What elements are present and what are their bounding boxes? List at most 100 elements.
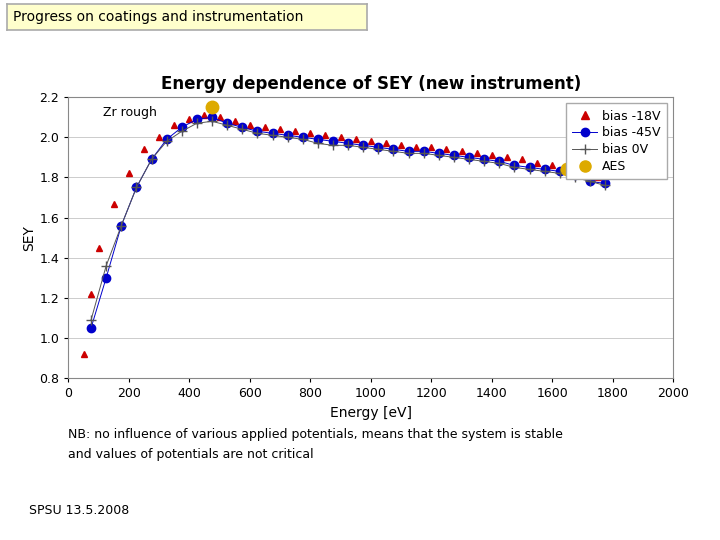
bias 0V <box>87 316 96 323</box>
bias 0V <box>117 222 126 229</box>
bias -45V <box>238 124 246 131</box>
bias -18V <box>457 148 466 154</box>
bias -45V <box>268 130 276 137</box>
bias -45V <box>117 222 126 229</box>
bias -45V <box>148 156 156 163</box>
bias 0V <box>600 182 609 188</box>
Text: and values of potentials are not critical: and values of potentials are not critica… <box>68 448 314 461</box>
bias -45V <box>405 148 413 154</box>
bias 0V <box>284 134 292 140</box>
bias -45V <box>449 152 459 159</box>
bias 0V <box>526 166 534 173</box>
bias 0V <box>298 136 307 143</box>
bias -45V <box>495 158 504 165</box>
bias 0V <box>132 184 141 191</box>
bias -45V <box>586 178 595 185</box>
bias 0V <box>328 142 337 149</box>
bias -18V <box>548 162 557 168</box>
bias -45V <box>526 164 534 171</box>
bias 0V <box>541 168 549 174</box>
bias -18V <box>215 114 224 120</box>
bias -18V <box>412 144 420 151</box>
bias -18V <box>578 168 587 174</box>
bias 0V <box>435 152 444 159</box>
bias -18V <box>246 122 254 129</box>
bias -45V <box>298 134 307 140</box>
bias -18V <box>306 130 315 137</box>
bias -45V <box>480 156 489 163</box>
bias -18V <box>155 134 163 140</box>
bias 0V <box>556 170 564 177</box>
Text: Energy dependence of SEY (new instrument): Energy dependence of SEY (new instrument… <box>161 75 581 93</box>
bias 0V <box>238 126 246 132</box>
bias -18V <box>563 164 572 171</box>
bias -18V <box>125 170 133 177</box>
Line: bias -18V: bias -18V <box>80 112 601 357</box>
bias -45V <box>390 146 398 153</box>
bias -18V <box>185 116 194 123</box>
bias 0V <box>510 164 519 171</box>
bias -18V <box>336 134 345 140</box>
Text: Progress on coatings and instrumentation: Progress on coatings and instrumentation <box>13 10 303 24</box>
bias -45V <box>510 162 519 168</box>
bias -18V <box>140 146 148 153</box>
bias -45V <box>87 325 96 331</box>
bias 0V <box>570 174 579 181</box>
bias 0V <box>419 150 428 157</box>
bias -45V <box>556 168 564 174</box>
bias -18V <box>487 152 496 159</box>
bias -45V <box>570 172 579 179</box>
bias -45V <box>253 128 262 134</box>
Legend: bias -18V, bias -45V, bias 0V, AES: bias -18V, bias -45V, bias 0V, AES <box>566 104 667 179</box>
bias -18V <box>503 154 511 160</box>
bias -18V <box>261 124 269 131</box>
bias 0V <box>102 262 111 269</box>
bias 0V <box>405 150 413 157</box>
bias -18V <box>397 142 405 149</box>
bias 0V <box>193 120 202 126</box>
bias -45V <box>223 120 232 126</box>
bias 0V <box>586 178 595 185</box>
bias -18V <box>291 128 300 134</box>
bias -45V <box>177 124 186 131</box>
bias -45V <box>163 136 171 143</box>
bias -18V <box>351 136 360 143</box>
bias 0V <box>449 154 459 160</box>
bias -18V <box>472 150 481 157</box>
bias -45V <box>328 138 337 145</box>
bias -45V <box>435 150 444 157</box>
bias -18V <box>427 144 436 151</box>
bias 0V <box>344 142 353 149</box>
Text: SPSU 13.5.2008: SPSU 13.5.2008 <box>29 504 129 517</box>
bias 0V <box>465 156 474 163</box>
Text: Zr rough: Zr rough <box>103 106 157 119</box>
Line: AES: AES <box>206 101 574 176</box>
bias 0V <box>208 118 217 125</box>
bias -18V <box>442 146 451 153</box>
bias -45V <box>344 140 353 146</box>
bias -45V <box>419 148 428 154</box>
bias -45V <box>465 154 474 160</box>
bias 0V <box>177 128 186 134</box>
Line: bias 0V: bias 0V <box>86 117 610 325</box>
bias -18V <box>593 174 602 181</box>
X-axis label: Energy [eV]: Energy [eV] <box>330 406 412 420</box>
bias -45V <box>193 116 202 123</box>
bias 0V <box>268 132 276 139</box>
bias -45V <box>359 142 368 149</box>
bias 0V <box>253 130 262 137</box>
Y-axis label: SEY: SEY <box>22 225 37 251</box>
bias 0V <box>359 144 368 151</box>
bias -45V <box>208 114 217 120</box>
AES <box>563 166 572 173</box>
bias -45V <box>314 136 323 143</box>
bias 0V <box>223 122 232 129</box>
bias 0V <box>163 138 171 145</box>
Text: NB: no influence of various applied potentials, means that the system is stable: NB: no influence of various applied pote… <box>68 428 563 441</box>
bias -18V <box>382 140 390 146</box>
bias -45V <box>132 184 141 191</box>
bias -18V <box>230 118 239 125</box>
bias -45V <box>102 274 111 281</box>
bias -18V <box>79 350 88 357</box>
bias -45V <box>284 132 292 139</box>
